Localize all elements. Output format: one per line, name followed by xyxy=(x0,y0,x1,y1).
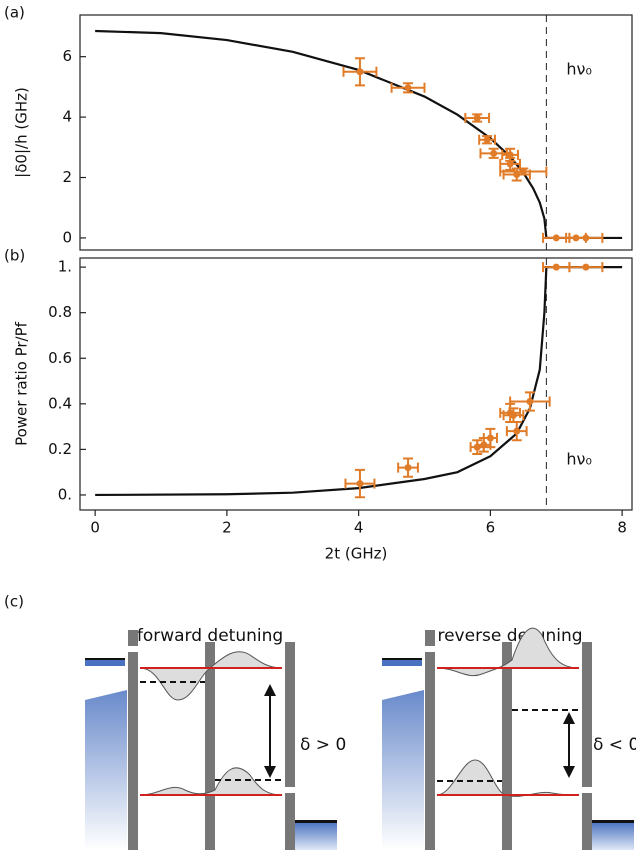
barrier xyxy=(128,652,138,850)
reservoir xyxy=(295,822,337,850)
panel-label: (b) xyxy=(4,247,25,265)
data-point xyxy=(509,411,517,419)
data-point xyxy=(404,84,412,92)
plot-frame xyxy=(79,257,633,511)
x-tick-label: 2 xyxy=(222,519,232,537)
data-point xyxy=(513,170,521,178)
reservoir xyxy=(85,660,125,666)
diagram-title: reverse detuning xyxy=(437,626,582,646)
x-tick-label: 4 xyxy=(354,519,364,537)
wavefunction xyxy=(139,767,283,796)
reservoir xyxy=(592,822,634,850)
data-point xyxy=(552,234,560,242)
data-point xyxy=(506,151,514,159)
barrier xyxy=(502,642,512,850)
data-point xyxy=(552,263,560,271)
y-tick-label: 6 xyxy=(62,47,72,65)
detuning-label: δ > 0 xyxy=(300,735,346,755)
y-axis-label: Power ratio Pr/Pf xyxy=(13,321,31,446)
detuning-label: δ < 0 xyxy=(593,735,636,755)
y-tick-label: 0. xyxy=(58,485,72,503)
barrier xyxy=(582,642,592,787)
y-tick-label: 2 xyxy=(62,168,72,186)
barrier xyxy=(425,630,435,646)
barrier xyxy=(425,652,435,850)
panel-label: (c) xyxy=(4,593,24,611)
diagram-title: forward detuning xyxy=(137,626,283,646)
wavefunction xyxy=(436,627,580,677)
plot-frame xyxy=(79,14,633,251)
data-point xyxy=(356,68,364,76)
data-point xyxy=(582,263,590,271)
barrier xyxy=(582,793,592,850)
x-tick-label: 6 xyxy=(486,519,496,537)
fermi-level xyxy=(382,658,422,660)
annotation: hν₀ xyxy=(566,450,592,469)
y-tick-label: 0 xyxy=(62,228,72,246)
data-point xyxy=(483,136,491,144)
panel-label: (a) xyxy=(4,4,25,22)
y-tick-label: 0.8 xyxy=(48,303,72,321)
y-tick-label: 1. xyxy=(58,258,72,276)
data-point xyxy=(356,480,364,488)
diagram-panel xyxy=(382,627,634,850)
x-axis-label: 2t (GHz) xyxy=(325,545,388,563)
data-point xyxy=(404,464,412,472)
y-tick-label: 4 xyxy=(62,108,72,126)
data-point xyxy=(473,114,481,122)
barrier xyxy=(285,642,295,787)
fit-curve xyxy=(95,266,623,497)
fermi-level xyxy=(592,820,634,823)
diagram-panel xyxy=(85,630,337,850)
data-point xyxy=(490,149,498,157)
fermi-level xyxy=(85,658,125,660)
data-point xyxy=(582,234,590,242)
data-point xyxy=(526,398,534,406)
x-tick-label: 0 xyxy=(90,519,100,537)
y-tick-label: 0.4 xyxy=(48,394,72,412)
data-point xyxy=(519,167,527,175)
barrier xyxy=(128,630,138,646)
data-point xyxy=(486,434,494,442)
fit-curve xyxy=(95,29,623,240)
x-tick-label: 8 xyxy=(617,519,627,537)
barrier xyxy=(285,793,295,850)
fermi-level xyxy=(295,820,337,823)
y-axis-label: |δ0|/h (GHz) xyxy=(13,87,31,178)
y-tick-label: 0.6 xyxy=(48,349,72,367)
barrier xyxy=(205,642,215,850)
data-point xyxy=(513,427,521,435)
data-point xyxy=(506,160,514,168)
reservoir xyxy=(382,660,422,666)
annotation: hν₀ xyxy=(566,60,592,79)
y-tick-label: 0.2 xyxy=(48,440,72,458)
